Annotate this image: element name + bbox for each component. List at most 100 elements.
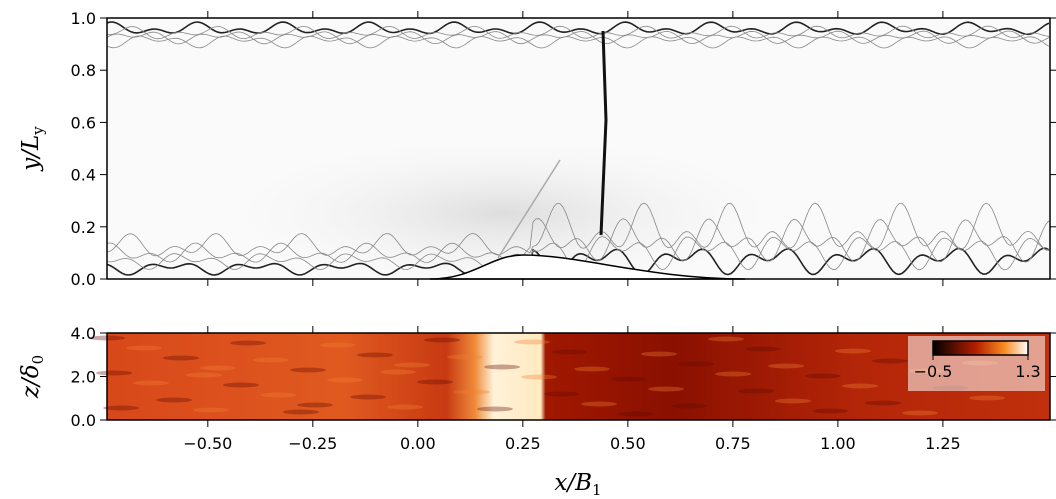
texture [708,336,744,342]
texture [812,408,848,414]
shock-foot [497,159,561,259]
texture [678,361,714,367]
colorbar-tick-label: −0.5 [914,362,953,381]
x-tick-label: 0.25 [505,434,541,453]
x-tick-label: 1.00 [820,434,856,453]
x-tick-label: −0.50 [183,434,232,453]
shock [599,30,608,236]
y-tick-label: 0.4 [71,166,96,185]
texture [969,395,1005,401]
texture [96,370,132,376]
texture [156,397,192,403]
haze [107,18,1050,279]
texture [327,377,363,383]
turbulence [106,21,1050,36]
texture [103,405,139,411]
texture [581,401,617,407]
texture [477,406,513,412]
texture [253,357,289,363]
turbulence [106,30,1050,45]
y-tick-label: 0.6 [71,113,96,132]
texture [283,409,319,415]
x-tick-label: −0.25 [288,434,337,453]
texture [126,345,162,351]
texture [618,411,654,417]
texture [902,410,938,416]
texture [387,404,423,410]
texture [641,351,677,357]
texture [186,372,222,378]
texture [484,364,520,370]
texture [297,402,333,408]
bump [429,254,746,280]
x-tick-label: 0.50 [610,434,646,453]
texture [320,342,356,348]
texture [768,363,804,369]
texture [611,376,647,382]
texture [424,337,460,343]
x-tick-label: 1.25 [925,434,961,453]
texture [380,369,416,375]
texture [738,388,774,394]
texture [350,394,386,400]
y-axis-label: y/Ly [18,126,47,172]
texture [521,374,557,380]
y-tick-label: 0.8 [71,61,96,80]
texture [835,348,871,354]
texture [133,380,169,386]
y-tick-label: 0.0 [71,270,96,289]
texture [417,379,453,385]
colorbar [932,340,1029,356]
texture [671,403,707,409]
texture [193,407,229,413]
texture [715,371,751,377]
y-axis-label-main: y/L [18,135,44,172]
texture [514,339,550,345]
texture [775,398,811,404]
y-axis-label-sub: y [29,126,47,136]
texture [447,354,483,360]
y-tick-label: 0.2 [71,218,96,237]
y-axis-label-main: z/δ [18,364,44,399]
texture [745,346,781,352]
texture [544,391,580,397]
x-axis-label: x/B1 [554,470,601,499]
x-tick-label: 0.00 [400,434,436,453]
texture [551,349,587,355]
texture [200,365,236,371]
y-axis-label: z/δ0 [18,355,47,399]
y-tick-label: 1.0 [71,9,96,28]
turbulence [106,247,1050,276]
y-tick-label: 4.0 [71,324,96,343]
x-axis-label-main: x/B [554,470,592,496]
panel: 0.0 0.2 0.4 0.6 0.8 1.0 [71,9,1056,289]
panel: −0.5 1.3 0.0 2.0 4.0 −0.50 −0.25 0.00 0.25 0.50 0.… [71,324,1056,453]
texture [865,400,901,406]
texture [260,392,296,398]
texture [394,362,430,368]
texture [648,386,684,392]
turbulence [106,218,1050,264]
heatmap [107,333,1050,420]
texture [805,373,841,379]
turbulence [106,25,1050,40]
x-axis-label-sub: 1 [592,481,602,499]
texture [290,367,326,373]
texture [163,355,199,361]
texture [872,358,908,364]
y-axis-label-sub: 0 [29,355,47,365]
turbulence [106,202,1050,257]
y-tick-label: 0.0 [71,411,96,430]
frame [106,17,1051,280]
texture [454,389,490,395]
x-tick-label: 0.75 [715,434,751,453]
colorbar-tick-label: 1.3 [1015,362,1040,381]
texture [842,383,878,389]
texture [574,366,610,372]
texture [223,382,259,388]
texture [230,340,266,346]
texture [357,352,393,358]
y-tick-label: 2.0 [71,368,96,387]
turbulence [106,35,1050,49]
